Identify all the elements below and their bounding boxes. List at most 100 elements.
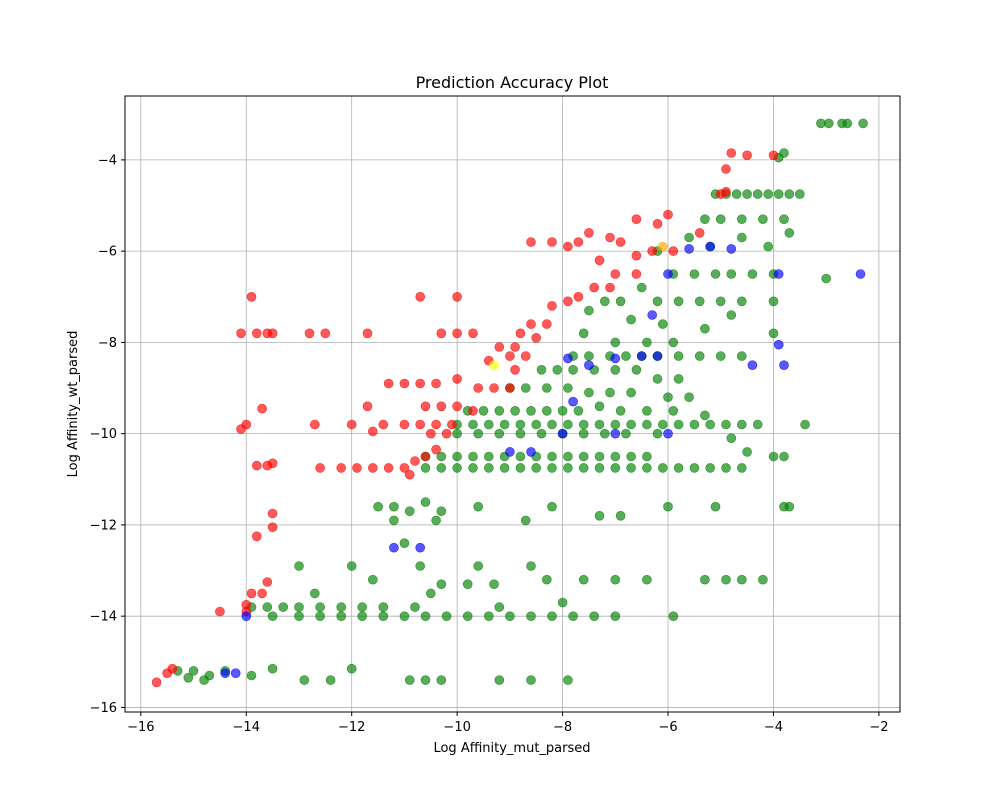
scatter-point [563,241,573,252]
scatter-point [483,611,494,622]
scatter-point [631,214,642,224]
scatter-point [715,214,726,224]
scatter-point [631,250,642,261]
scatter-point [547,501,557,512]
x-tick-label: −6 [658,720,677,735]
scatter-point [389,501,399,512]
scatter-point [362,328,373,339]
scatter-point [483,463,494,473]
scatter-point [784,189,795,199]
scatter-point [436,506,447,517]
scatter-point [736,574,747,585]
scatter-point [399,611,410,622]
scatter-point [652,428,663,439]
scatter-point [768,451,779,462]
scatter-point [526,561,536,571]
scatter-point [478,405,489,416]
scatter-point [631,269,642,279]
scatter-point [784,228,795,238]
x-tick-label: −16 [127,720,154,735]
scatter-point [526,405,536,416]
scatter-point [615,296,626,307]
scatter-point [568,396,578,407]
scatter-point [584,228,594,238]
scatter-point [531,419,542,430]
scatter-point [431,515,441,526]
scatter-point [336,611,347,622]
scatter-point [794,189,805,199]
scatter-point [626,387,636,398]
scatter-point [594,419,605,430]
scatter-point [568,611,578,622]
scatter-point [520,351,531,361]
scatter-point [404,675,415,685]
scatter-point [663,269,673,279]
scatter-point [705,241,716,252]
scatter-point [489,360,499,371]
scatter-point [452,328,462,339]
scatter-point [436,579,447,590]
scatter-point [399,463,410,473]
scatter-point [689,269,700,279]
scatter-point [610,451,621,462]
scatter-point [684,392,694,403]
scatter-point [373,501,383,512]
scatter-point [642,337,652,348]
scatter-point [346,419,357,430]
scatter-point [547,451,557,462]
scatter-point [357,602,368,612]
scatter-point [494,675,505,685]
series-1 [151,148,779,688]
scatter-point [642,405,652,416]
scatter-point [420,675,431,685]
scatter-point [251,328,262,339]
scatter-point [526,447,536,457]
scatter-point [262,602,273,612]
scatter-point [736,214,747,224]
scatter-point [694,296,705,307]
scatter-point [721,419,731,430]
scatter-point [642,463,652,473]
scatter-point [726,148,737,158]
scatter-point [578,451,589,462]
scatter-point [647,310,658,320]
scatter-point [584,351,594,361]
scatter-point [779,451,789,462]
y-axis-label: Log Affinity_wt_parsed [66,331,81,478]
scatter-point [415,561,426,571]
scatter-point [747,269,758,279]
scatter-point [199,675,209,685]
scatter-point [557,597,568,608]
scatter-point [642,574,652,585]
scatter-point [309,419,320,430]
scatter-point [404,469,415,480]
scatter-point [215,606,225,617]
scatter-point [473,383,484,393]
scatter-point [573,405,584,416]
data-points [151,118,868,688]
y-tick-label: −14 [90,610,117,625]
scatter-point [415,291,426,302]
y-tick-label: −6 [98,245,117,260]
scatter-point [858,118,868,129]
scatter-point [473,561,484,571]
scatter-point [705,463,716,473]
scatter-point [715,351,726,361]
scatter-point [415,419,426,430]
plot-frame [124,95,901,713]
scatter-point [726,310,737,320]
scatter-point [468,405,478,416]
scatter-point [736,296,747,307]
scatter-point [473,501,484,512]
scatter-point [557,405,568,416]
scatter-point [621,428,631,439]
scatter-point [462,611,473,622]
scatter-point [736,419,747,430]
scatter-point [220,668,230,679]
scatter-point [594,451,605,462]
scatter-point [621,351,631,361]
scatter-point [320,328,331,339]
scatter-point [246,291,257,302]
scatter-point [705,419,716,430]
